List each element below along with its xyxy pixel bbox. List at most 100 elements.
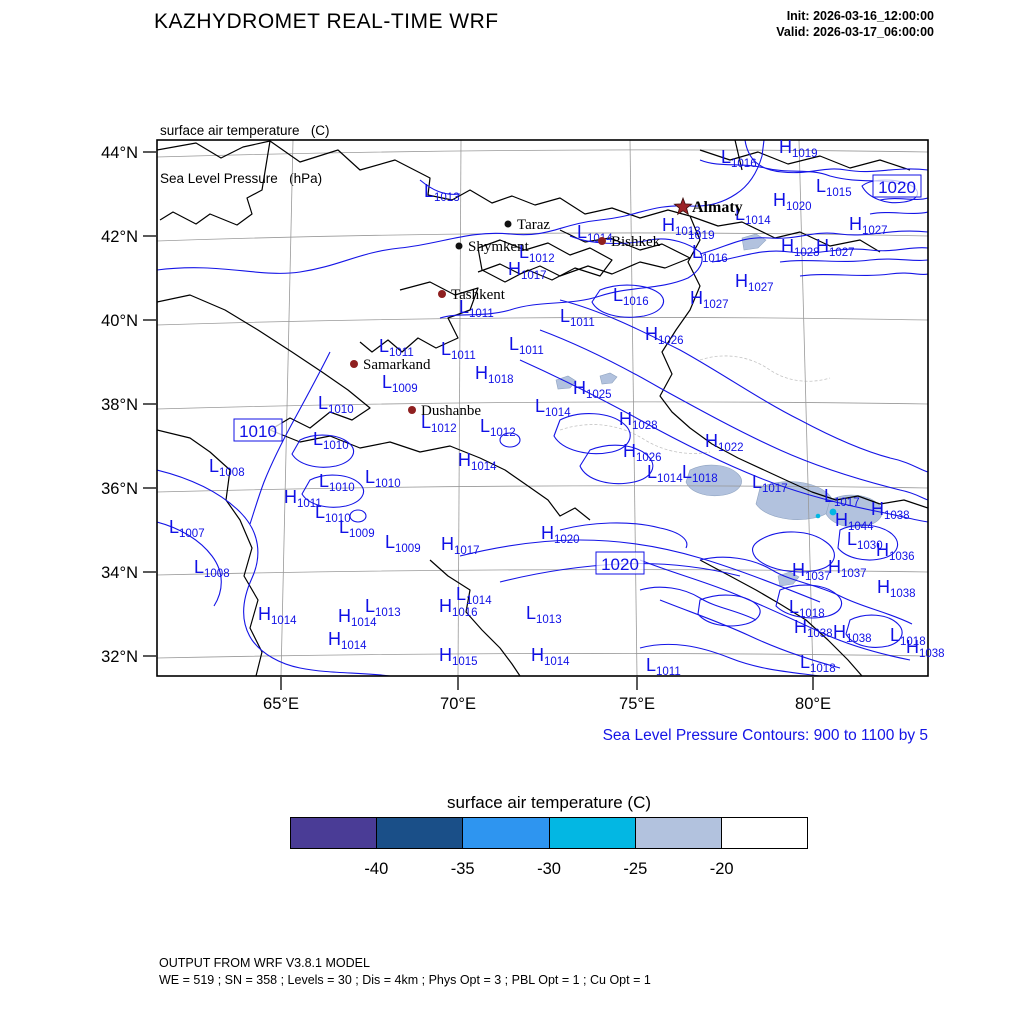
- pressure-center-label: L1017: [824, 486, 860, 509]
- lat-tick-label: 32°N: [101, 648, 138, 666]
- city-marker-dot: [438, 290, 446, 298]
- colorbar-cell: [721, 818, 808, 848]
- pressure-center-label: H1027: [690, 288, 729, 311]
- lon-tick-label: 70°E: [440, 695, 476, 713]
- pressure-center-label: L1010: [313, 429, 349, 452]
- pressure-center-label: L1010: [318, 393, 354, 416]
- pressure-center-label: H1028: [781, 236, 820, 259]
- pressure-center-label: L1010: [315, 502, 351, 525]
- pressure-center-label: L1014: [456, 584, 492, 607]
- legend-tick-label: -35: [450, 860, 475, 878]
- boxed-contour-label: 1010: [239, 422, 277, 441]
- city-marker-dot: [455, 242, 463, 250]
- pressure-center-label: L1014: [535, 396, 571, 419]
- pressure-center-label: H1026: [645, 324, 684, 347]
- run-times: Init: 2026-03-16_12:00:00 Valid: 2026-03…: [776, 8, 934, 40]
- pressure-center-label: H1011: [284, 487, 322, 510]
- city-label: Dushanbe: [421, 403, 481, 419]
- pressure-center-label: H1014: [458, 450, 497, 473]
- pressure-center-label: H1018: [475, 363, 514, 386]
- country-borders: [157, 140, 928, 676]
- pressure-center-label: L1013: [365, 596, 401, 619]
- city-marker-dot: [504, 220, 512, 228]
- temperature-shading: [555, 233, 883, 587]
- pressure-center-label: H1020: [541, 523, 580, 546]
- boxed-contour-label-box: [595, 551, 645, 575]
- pressure-center-label: H1038: [877, 577, 916, 600]
- lon-tick-label: 80°E: [795, 695, 831, 713]
- pressure-center-label: L1010: [365, 467, 401, 490]
- pressure-center-label: H1014: [531, 645, 570, 668]
- lat-tick-label: 44°N: [101, 144, 138, 162]
- pressure-center-label: H1015: [439, 645, 478, 668]
- boxed-contour-label: 1020: [878, 178, 916, 197]
- pressure-center-label: H1037: [828, 557, 867, 580]
- colorbar-cell: [549, 818, 636, 848]
- colorbar-cell: [635, 818, 722, 848]
- pressure-center-label: L1013: [526, 603, 562, 626]
- pressure-center-label: L1015: [816, 176, 852, 199]
- pressure-center-label: L1011: [459, 297, 494, 320]
- pressure-center-label: L1017: [752, 472, 788, 495]
- colorbar-cell: [463, 818, 550, 848]
- pressure-center-label: H1025: [573, 378, 612, 401]
- pressure-center-label: H1028: [619, 409, 658, 432]
- footer: OUTPUT FROM WRF V3.8.1 MODEL WE = 519 ; …: [159, 955, 651, 989]
- city-marker-star: [673, 196, 693, 216]
- pressure-center-label: H1036: [876, 540, 915, 563]
- legend-tick-label: -40: [364, 860, 389, 878]
- city-label: Samarkand: [363, 357, 431, 373]
- pressure-center-label: L1009: [385, 532, 421, 555]
- pressure-center-label: H1038: [906, 637, 945, 660]
- colorbar-cell: [291, 818, 378, 848]
- pressure-center-label: H1014: [258, 604, 297, 627]
- colorbar: [290, 817, 808, 849]
- figure-title: KAZHYDROMET REAL-TIME WRF: [154, 10, 499, 33]
- lat-tick-label: 40°N: [101, 312, 138, 330]
- pressure-center-label: L1010: [319, 471, 355, 494]
- pressure-center-label: L1016: [613, 285, 649, 308]
- city-label: Taraz: [517, 217, 550, 233]
- terrain-contours: [559, 355, 831, 454]
- pressure-center-label: H1014: [328, 629, 367, 652]
- pressure-center-label: L1014: [647, 462, 683, 485]
- city-label: Shymkent: [468, 239, 530, 255]
- pressure-center-label: L1016: [692, 242, 728, 265]
- pressure-center-label: L1018: [789, 597, 825, 620]
- boxed-contour-label: 1020: [601, 555, 639, 574]
- city-marker-dot: [598, 237, 606, 245]
- field-label-temperature: surface air temperature (C): [160, 123, 330, 138]
- pressure-center-label: L1009: [382, 372, 418, 395]
- pressure-center-label: H1014: [338, 606, 377, 629]
- pressure-center-label: H1037: [792, 560, 831, 583]
- pressure-center-label: L1011: [560, 306, 595, 329]
- pressure-center-label: H1038: [871, 499, 910, 522]
- lon-tick-label: 75°E: [619, 695, 655, 713]
- graticule: [157, 140, 928, 676]
- map-frame: [156, 139, 929, 677]
- lon-tick-label: 65°E: [263, 695, 299, 713]
- valid-time: Valid: 2026-03-17_06:00:00: [776, 25, 934, 39]
- pressure-center-label: L1013: [424, 181, 460, 204]
- city-layer: Almaty Taraz Shymkent Bishkek Tashkent Samark…: [350, 196, 743, 419]
- legend-title: surface air temperature (C): [446, 793, 652, 812]
- field-labels: surface air temperature (C) Sea Level Pr…: [160, 91, 330, 203]
- legend-tick-labels: -40 -35 -30 -25 -20: [290, 860, 808, 882]
- field-label-pressure: Sea Level Pressure (hPa): [160, 171, 323, 186]
- pressure-center-label: L1009: [339, 517, 375, 540]
- city-marker-dot: [408, 406, 416, 414]
- lat-tick-label: 34°N: [101, 564, 138, 582]
- pressure-center-label: H1038: [794, 617, 833, 640]
- pressure-center-label: L1011: [441, 339, 476, 362]
- pressure-center-label: H1017: [441, 534, 480, 557]
- init-time: Init: 2026-03-16_12:00:00: [786, 9, 934, 23]
- pressure-center-label: L1007: [169, 517, 205, 540]
- pressure-center-label: L1018: [890, 625, 926, 648]
- legend-tick-label: -20: [709, 860, 734, 878]
- boxed-contour-label-box: [233, 418, 283, 442]
- pressure-center-label: H1019: [779, 137, 818, 160]
- pressure-center-label: L1014: [577, 222, 613, 245]
- pressure-center-label: H1013: [662, 215, 701, 238]
- pressure-center-label: L1014: [735, 204, 771, 227]
